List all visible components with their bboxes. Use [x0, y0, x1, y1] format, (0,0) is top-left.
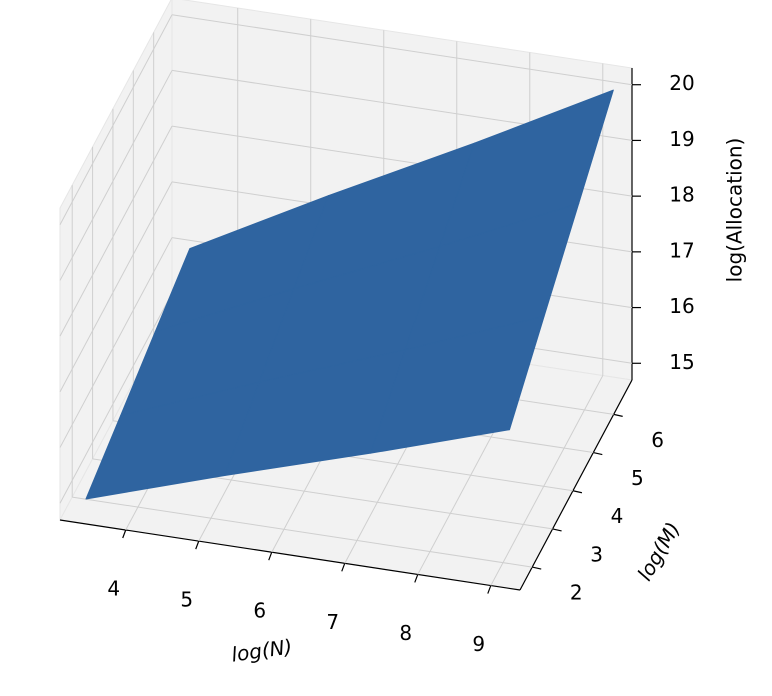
z-axis-label: log(Allocation) — [723, 138, 747, 283]
x-tick-label: 7 — [326, 610, 339, 634]
x-axis-label: log(N) — [230, 634, 294, 666]
y-axis-label: log(M) — [632, 518, 684, 585]
tick-mark — [593, 451, 603, 456]
grid-line — [59, 237, 173, 448]
z-tick-label: 20 — [669, 71, 694, 95]
tick-mark — [572, 490, 583, 494]
grid-line — [59, 125, 173, 337]
z-tick-label: 19 — [669, 127, 694, 151]
tick-mark — [613, 413, 623, 417]
z-tick-label: 17 — [669, 238, 694, 262]
axis-line — [59, 519, 521, 591]
x-tick-label: 4 — [107, 577, 120, 601]
axis-line — [519, 379, 633, 591]
y-tick-label: 2 — [570, 581, 583, 605]
x-tick-label: 5 — [180, 588, 193, 612]
grid-line — [59, 181, 173, 393]
z-tick-label: 15 — [669, 350, 694, 374]
tick-mark — [341, 563, 346, 572]
z-tick-label: 18 — [669, 183, 694, 207]
y-tick-label: 4 — [611, 504, 624, 528]
grid-line — [72, 496, 533, 568]
grid-line — [59, 14, 173, 225]
x-tick-label: 8 — [399, 621, 412, 645]
y-tick-label: 6 — [651, 428, 664, 452]
tick-mark — [414, 574, 419, 583]
y-tick-label: 3 — [590, 542, 603, 566]
tick-mark — [268, 552, 273, 561]
tick-mark — [195, 540, 200, 550]
surface-facet — [370, 315, 545, 454]
tick-mark — [122, 529, 127, 539]
grid-line — [59, 70, 173, 281]
y-tick-label: 5 — [631, 466, 644, 490]
grid-line — [171, 14, 633, 86]
tick-mark — [552, 528, 562, 532]
grid-line — [59, 293, 173, 504]
x-tick-label: 9 — [472, 632, 485, 656]
z-tick-label: 16 — [669, 294, 694, 318]
tick-mark — [532, 566, 542, 570]
x-tick-label: 6 — [253, 599, 266, 623]
tick-mark — [487, 585, 492, 594]
grid-line — [490, 375, 604, 586]
